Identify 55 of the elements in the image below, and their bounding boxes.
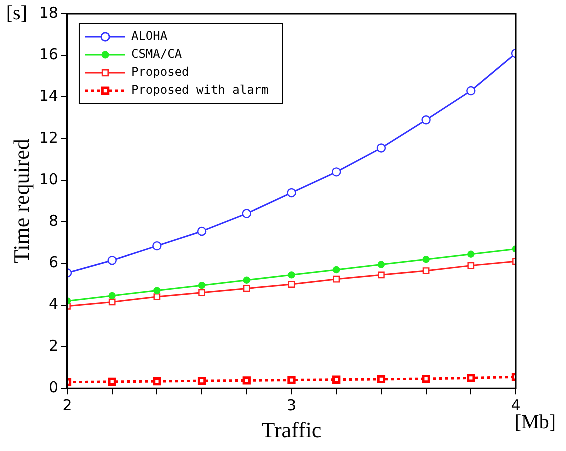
legend-label: Proposed (131, 65, 190, 80)
point (422, 374, 430, 384)
point (468, 262, 475, 270)
point (332, 168, 342, 177)
point (288, 376, 296, 384)
point (378, 261, 386, 268)
point (332, 376, 341, 384)
point (154, 287, 161, 294)
x-axis-title: Traffic (262, 418, 322, 443)
point (466, 86, 476, 96)
y-tick-label: 12 (39, 128, 58, 147)
point (108, 298, 116, 306)
legend-label: CSMA/CA (131, 47, 183, 62)
point (468, 250, 475, 258)
y-tick-label: 16 (39, 46, 58, 64)
point (242, 376, 251, 385)
point (378, 272, 385, 279)
point (153, 377, 162, 386)
point (108, 256, 117, 266)
point (198, 377, 206, 386)
y-tick-label: 10 (39, 170, 58, 188)
point (333, 276, 340, 283)
point (377, 375, 386, 384)
point (288, 272, 296, 279)
point (288, 281, 296, 288)
x-tick-label: 3 (286, 396, 297, 414)
y-tick-label: 6 (48, 254, 58, 272)
x-tick-label: 2 (62, 396, 72, 414)
point (422, 268, 430, 274)
legend-label: ALOHA (131, 29, 168, 44)
point (154, 294, 161, 300)
point (108, 378, 116, 386)
point (376, 144, 386, 153)
point (243, 276, 250, 284)
y-tick-label: 2 (48, 336, 58, 355)
point (287, 188, 296, 198)
point (198, 289, 206, 296)
text: [s] (6, 2, 28, 24)
legend-label: Proposed with alarm (131, 83, 269, 98)
point (243, 285, 250, 292)
y-tick-label: 0 (48, 378, 58, 396)
y-tick-label: 14 (39, 87, 58, 106)
point (198, 282, 206, 290)
y-axis-title: Time required (8, 139, 34, 264)
point (422, 116, 431, 125)
y-tick-label: 4 (48, 295, 58, 314)
point (197, 226, 207, 236)
point (332, 266, 340, 274)
point (422, 256, 430, 264)
point (242, 209, 252, 218)
y-tick-label: 18 (39, 4, 58, 22)
y-tick-label: 8 (48, 212, 58, 230)
point (467, 374, 476, 382)
point (108, 292, 116, 300)
point (152, 241, 162, 251)
